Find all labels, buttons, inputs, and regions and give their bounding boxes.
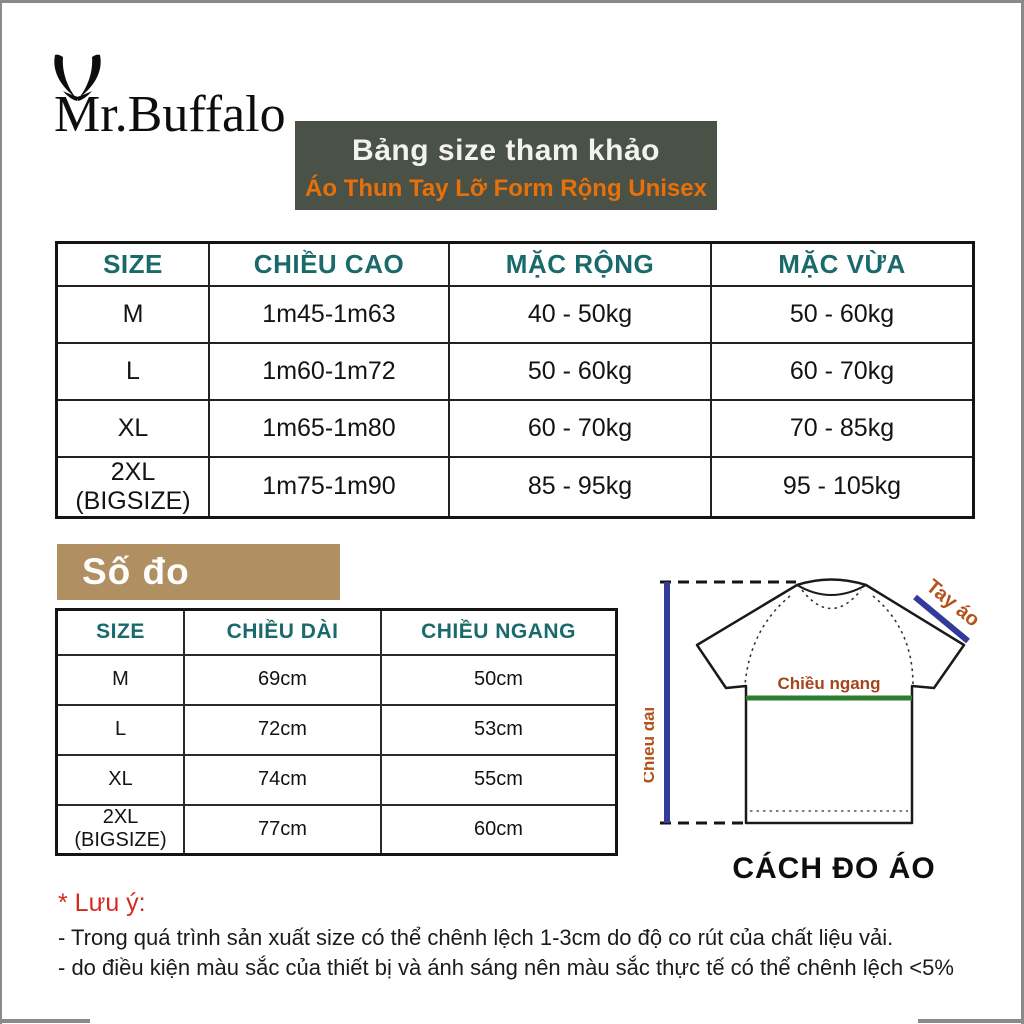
- table-cell: 53cm: [380, 703, 618, 756]
- table-cell: L: [55, 341, 210, 401]
- header-row: SIZE CHIỀU DÀI CHIỀU NGANG: [55, 608, 618, 656]
- tshirt-outline: [695, 578, 966, 825]
- header-row: SIZE CHIỀU CAO MẶC RỘNG MẶC VỪA: [55, 241, 975, 287]
- table-cell: 1m60-1m72: [208, 341, 450, 401]
- brand-name: Mr.Buffalo: [54, 86, 286, 143]
- frame-border-top: [0, 0, 1024, 3]
- note-line-2: - do điều kiện màu sắc của thiết bị và á…: [58, 955, 954, 980]
- table-cell: 55cm: [380, 753, 618, 806]
- table-cell: 1m65-1m80: [208, 398, 450, 458]
- table-row: 2XL (BIGSIZE) 77cm 60cm: [55, 803, 618, 856]
- table-cell: 77cm: [183, 803, 382, 856]
- table-row: 2XL (BIGSIZE) 1m75-1m90 85 - 95kg 95 - 105k…: [55, 455, 975, 518]
- table-cell: 70 - 85kg: [710, 398, 975, 458]
- diagram-caption: CÁCH ĐO ÁO: [732, 851, 935, 885]
- table-cell: 60cm: [380, 803, 618, 856]
- table-cell: 50 - 60kg: [710, 284, 975, 344]
- table-cell: 1m45-1m63: [208, 284, 450, 344]
- table-cell: 60 - 70kg: [710, 341, 975, 401]
- table-row: L 1m60-1m72 50 - 60kg 60 - 70kg: [55, 341, 975, 401]
- table-cell: 40 - 50kg: [448, 284, 712, 344]
- notes-section: * Lưu ý: - Trong quá trình sản xuất size…: [58, 889, 1008, 983]
- column-header: SIZE: [55, 608, 185, 656]
- collar-stitch-dotted: [801, 589, 862, 610]
- header-banner: Bảng size tham khảo Áo Thun Tay Lỡ Form …: [295, 121, 717, 210]
- table-cell: 2XL (BIGSIZE): [55, 803, 185, 856]
- table-cell: 1m75-1m90: [208, 455, 450, 518]
- table-row: XL 74cm 55cm: [55, 753, 618, 806]
- table-cell: XL: [55, 753, 185, 806]
- table-cell: 50 - 60kg: [448, 341, 712, 401]
- sleeve-measure-line: [913, 594, 970, 644]
- column-header: MẶC VỪA: [710, 241, 975, 287]
- banner-subtitle: Áo Thun Tay Lỡ Form Rộng Unisex: [305, 175, 707, 202]
- frame-border-bottom-left: [0, 1019, 90, 1023]
- buffalo-horns-icon: [54, 54, 101, 101]
- column-header: CHIỀU DÀI: [183, 608, 382, 656]
- size-reference-table: SIZE CHIỀU CAO MẶC RỘNG MẶC VỪA M 1m45-1m63 40…: [55, 241, 975, 519]
- table-cell: L: [55, 703, 185, 756]
- table-cell: 2XL (BIGSIZE): [55, 455, 210, 518]
- frame-border-left: [0, 0, 2, 1024]
- column-header: SIZE: [55, 241, 210, 287]
- column-header: MẶC RỘNG: [448, 241, 712, 287]
- table-row: M 69cm 50cm: [55, 653, 618, 706]
- collar-band: [796, 584, 867, 596]
- table-cell: 95 - 105kg: [710, 455, 975, 518]
- column-header: CHIỀU NGANG: [380, 608, 618, 656]
- brand-logo: Mr.Buffalo: [50, 53, 300, 145]
- table-cell: 60 - 70kg: [448, 398, 712, 458]
- measurements-table: SIZE CHIỀU DÀI CHIỀU NGANG M 69cm 50cm L 72cm 53…: [55, 608, 618, 856]
- banner-title: Bảng size tham khảo: [352, 134, 660, 167]
- table-cell: 85 - 95kg: [448, 455, 712, 518]
- notes-title: * Lưu ý:: [58, 889, 146, 917]
- frame-border-bottom-right: [918, 1019, 1024, 1023]
- table-cell: 72cm: [183, 703, 382, 756]
- table-cell: 50cm: [380, 653, 618, 706]
- length-label: Chiều dài: [644, 707, 658, 784]
- frame-border-right: [1021, 0, 1024, 1024]
- sleeve-label: Tay áo: [922, 575, 984, 631]
- table-cell: 69cm: [183, 653, 382, 706]
- table-cell: 74cm: [183, 753, 382, 806]
- column-header: CHIỀU CAO: [208, 241, 450, 287]
- table-cell: XL: [55, 398, 210, 458]
- table-cell: M: [55, 284, 210, 344]
- width-label: Chiều ngang: [778, 674, 881, 693]
- table-cell: M: [55, 653, 185, 706]
- measure-section-label: Số đo: [57, 544, 340, 600]
- table-row: XL 1m65-1m80 60 - 70kg 70 - 85kg: [55, 398, 975, 458]
- note-line-1: - Trong quá trình sản xuất size có thể c…: [58, 925, 894, 950]
- table-row: L 72cm 53cm: [55, 703, 618, 756]
- table-row: M 1m45-1m63 40 - 50kg 50 - 60kg: [55, 284, 975, 344]
- tshirt-diagram: Chiều dài Chiều ngang Tay áo CÁCH ĐO ÁO: [639, 553, 1024, 900]
